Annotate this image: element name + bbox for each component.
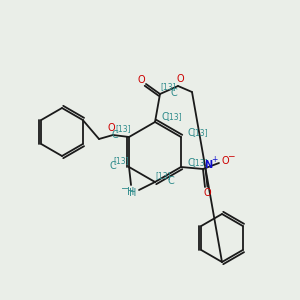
Text: [13]: [13] <box>155 172 171 181</box>
Text: C: C <box>168 176 174 186</box>
Text: [13]: [13] <box>192 128 208 137</box>
Text: C: C <box>171 88 177 98</box>
Text: C: C <box>188 158 194 168</box>
Text: O: O <box>137 75 145 85</box>
Text: H: H <box>129 188 137 198</box>
Text: N: N <box>204 160 212 170</box>
Text: [13]: [13] <box>166 112 182 122</box>
Text: H: H <box>127 187 135 197</box>
Text: [13]: [13] <box>115 124 131 134</box>
Text: C: C <box>162 112 168 122</box>
Text: C: C <box>112 130 118 140</box>
Text: +: + <box>211 155 217 164</box>
Text: C: C <box>188 128 194 138</box>
Text: C: C <box>110 161 116 171</box>
Text: [13]: [13] <box>192 158 208 167</box>
Text: −: − <box>227 152 235 160</box>
Text: −: − <box>121 184 129 194</box>
Text: O: O <box>107 123 115 133</box>
Text: O: O <box>176 74 184 84</box>
Text: O: O <box>221 156 229 166</box>
Text: [13]: [13] <box>113 157 129 166</box>
Text: O: O <box>203 188 211 198</box>
Text: [13]: [13] <box>160 82 176 91</box>
